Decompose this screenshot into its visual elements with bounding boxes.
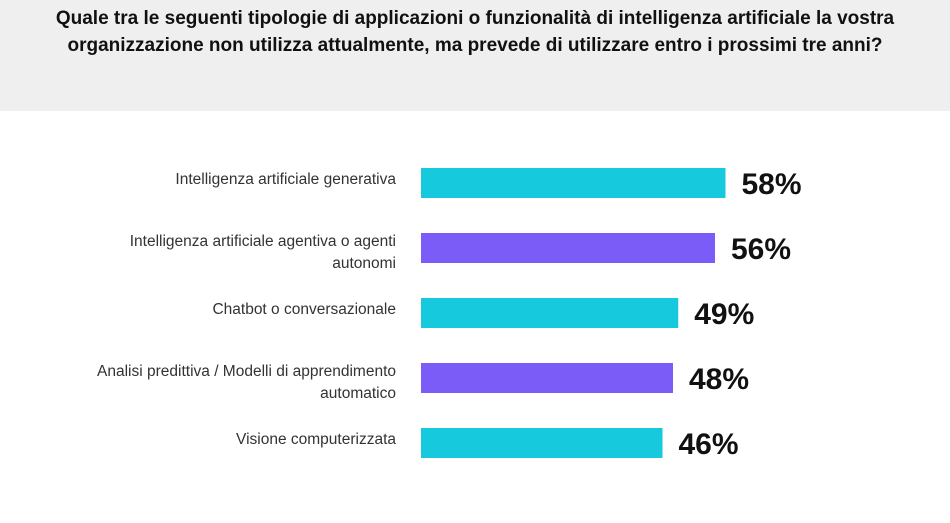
value-label-5: 46%: [679, 428, 739, 461]
category-label-1: Intelligenza artificiale generativa: [175, 171, 396, 188]
category-label-3: Chatbot o conversazionale: [212, 301, 396, 318]
value-label-1: 58%: [742, 168, 802, 201]
question-header: Quale tra le seguenti tipologie di appli…: [0, 0, 950, 111]
category-label-4: Analisi predittiva / Modelli di apprendi…: [97, 363, 396, 402]
chart-title: Quale tra le seguenti tipologie di appli…: [55, 8, 895, 56]
bar-5: [421, 428, 663, 458]
value-label-4: 48%: [689, 363, 749, 396]
bar-3: [421, 298, 679, 328]
bar-4: [421, 363, 673, 393]
value-label-3: 49%: [694, 298, 754, 331]
value-label-2: 56%: [731, 233, 791, 266]
bar-2: [421, 233, 715, 263]
bar-1: [421, 168, 726, 198]
category-label-2: Intelligenza artificiale agentiva o agen…: [130, 233, 396, 272]
category-label-5: Visione computerizzata: [236, 431, 396, 448]
